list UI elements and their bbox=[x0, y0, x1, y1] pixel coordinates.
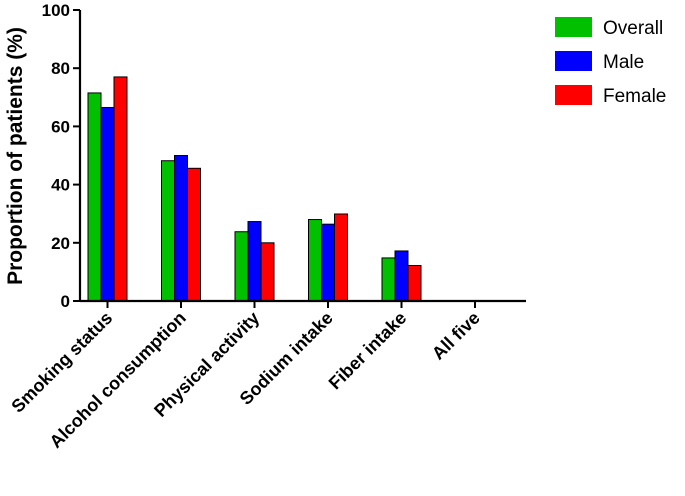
x-tick-label: All five bbox=[428, 308, 484, 364]
legend-label-overall: Overall bbox=[603, 18, 663, 39]
bar-female-2 bbox=[260, 242, 275, 302]
bar-female-3 bbox=[334, 213, 348, 302]
legend-label-female: Female bbox=[603, 86, 666, 107]
bar-female-0 bbox=[113, 76, 128, 302]
y-axis-ticks: 0 20 40 60 80 100 bbox=[42, 1, 80, 311]
y-tick-label: 40 bbox=[51, 176, 70, 195]
bar-overall-1 bbox=[161, 160, 175, 302]
y-tick-label: 100 bbox=[42, 1, 70, 20]
x-tick-label: Fiber intake bbox=[325, 308, 411, 394]
bar-male-0 bbox=[100, 106, 115, 302]
legend-swatch-female bbox=[555, 85, 592, 105]
y-tick-label: 60 bbox=[51, 117, 70, 136]
bar-male-2 bbox=[247, 221, 262, 302]
bar-male-3 bbox=[321, 223, 335, 302]
axes-layer bbox=[78, 10, 526, 303]
legend-label-male: Male bbox=[603, 52, 644, 73]
bar-overall-4 bbox=[381, 257, 396, 302]
bar-male-4 bbox=[394, 250, 409, 302]
y-axis-title: Proportion of patients (%) bbox=[4, 27, 27, 285]
bar-overall-3 bbox=[308, 219, 322, 302]
bar-overall-0 bbox=[87, 92, 102, 302]
legend: Overall Male Female bbox=[555, 17, 666, 107]
bar-female-4 bbox=[407, 264, 422, 302]
legend-swatch-male bbox=[555, 51, 592, 71]
x-tick-label: Alcohol consumption bbox=[46, 308, 190, 452]
legend-swatch-overall bbox=[555, 17, 592, 37]
y-tick-label: 0 bbox=[61, 292, 70, 311]
bar-female-1 bbox=[187, 167, 201, 302]
y-tick-label: 80 bbox=[51, 59, 70, 78]
bar-male-1 bbox=[174, 155, 188, 302]
y-tick-label: 20 bbox=[51, 234, 70, 253]
bar-overall-2 bbox=[234, 231, 249, 302]
bars-layer bbox=[87, 76, 422, 302]
